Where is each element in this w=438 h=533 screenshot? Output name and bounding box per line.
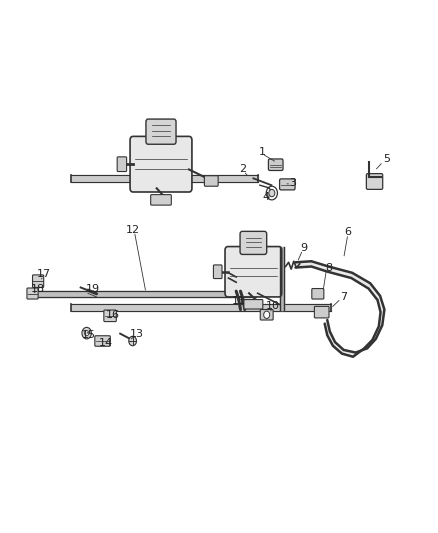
Circle shape xyxy=(129,336,137,346)
Circle shape xyxy=(266,186,277,200)
FancyBboxPatch shape xyxy=(225,247,282,297)
Polygon shape xyxy=(353,349,367,357)
Text: 1: 1 xyxy=(258,147,265,157)
FancyBboxPatch shape xyxy=(366,174,383,189)
Text: 13: 13 xyxy=(130,329,144,338)
FancyBboxPatch shape xyxy=(95,336,110,346)
Text: 18: 18 xyxy=(31,284,45,294)
FancyBboxPatch shape xyxy=(244,300,263,309)
Text: 3: 3 xyxy=(290,177,297,188)
Text: 14: 14 xyxy=(99,338,113,348)
Text: 8: 8 xyxy=(325,263,332,273)
Text: 16: 16 xyxy=(106,310,120,320)
FancyBboxPatch shape xyxy=(146,119,176,144)
Polygon shape xyxy=(328,266,352,278)
Polygon shape xyxy=(311,261,328,272)
Text: 11: 11 xyxy=(231,296,245,305)
Text: 6: 6 xyxy=(344,228,351,237)
Circle shape xyxy=(85,330,89,336)
Polygon shape xyxy=(368,283,380,300)
Text: 15: 15 xyxy=(82,330,96,340)
FancyBboxPatch shape xyxy=(279,179,295,190)
Text: 10: 10 xyxy=(266,301,280,311)
FancyBboxPatch shape xyxy=(27,288,38,299)
Circle shape xyxy=(269,189,275,197)
Polygon shape xyxy=(333,342,343,353)
Circle shape xyxy=(264,311,270,318)
FancyBboxPatch shape xyxy=(260,310,273,320)
FancyBboxPatch shape xyxy=(117,157,127,172)
Polygon shape xyxy=(342,350,356,357)
Polygon shape xyxy=(325,320,330,335)
FancyBboxPatch shape xyxy=(213,265,222,279)
FancyBboxPatch shape xyxy=(312,288,324,299)
Circle shape xyxy=(82,327,92,339)
Text: 4: 4 xyxy=(263,192,270,201)
Polygon shape xyxy=(327,332,335,346)
Text: 12: 12 xyxy=(126,225,140,235)
FancyBboxPatch shape xyxy=(32,275,44,287)
FancyBboxPatch shape xyxy=(314,306,329,318)
FancyBboxPatch shape xyxy=(104,310,117,321)
Text: 9: 9 xyxy=(300,243,307,253)
Polygon shape xyxy=(378,296,385,312)
Text: 19: 19 xyxy=(86,284,100,294)
Polygon shape xyxy=(364,339,376,349)
Text: 2: 2 xyxy=(239,165,246,174)
FancyBboxPatch shape xyxy=(205,176,218,186)
Polygon shape xyxy=(351,273,370,288)
Polygon shape xyxy=(372,325,382,340)
Text: 7: 7 xyxy=(340,292,347,302)
FancyBboxPatch shape xyxy=(268,159,283,171)
Text: 5: 5 xyxy=(383,154,390,164)
Polygon shape xyxy=(296,261,311,268)
Text: 17: 17 xyxy=(37,269,51,279)
FancyBboxPatch shape xyxy=(130,136,192,192)
FancyBboxPatch shape xyxy=(151,195,171,205)
Polygon shape xyxy=(379,310,385,326)
FancyBboxPatch shape xyxy=(240,231,267,254)
